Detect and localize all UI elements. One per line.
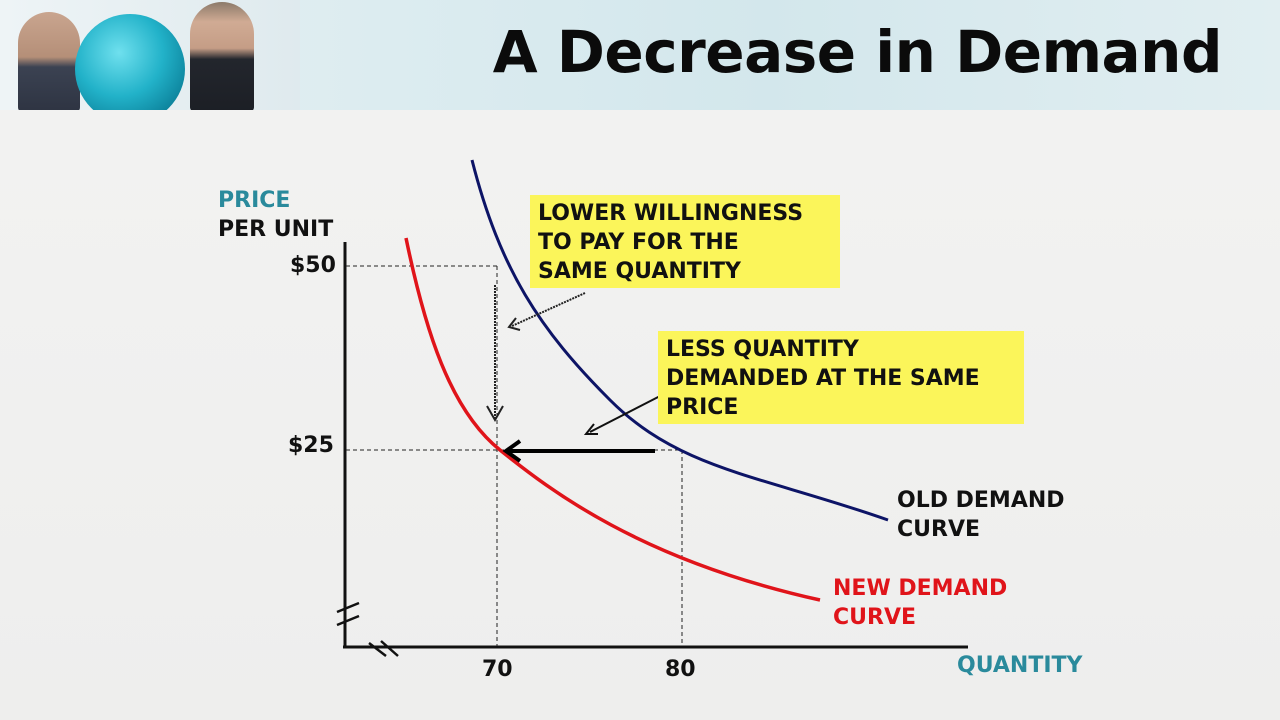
y-axis-break — [336, 601, 360, 614]
y-axis-label-per-unit: PER UNIT — [218, 217, 334, 242]
y-axis-label-price: PRICE — [218, 188, 291, 213]
note-less-quantity: LESS QUANTITY DEMANDED AT THE SAME PRICE — [658, 331, 1024, 424]
y-tick-50: $50 — [290, 253, 336, 278]
new-demand-curve — [404, 237, 821, 602]
x-axis-label: QUANTITY — [957, 653, 1083, 678]
note1-pointer — [511, 292, 586, 327]
new-curve-label: NEW DEMAND CURVE — [833, 576, 1008, 630]
presenter-right — [190, 2, 254, 110]
x-tick-70: 70 — [482, 657, 513, 682]
x-tick-80: 80 — [665, 657, 696, 682]
old-curve-label: OLD DEMAND CURVE — [897, 488, 1065, 542]
y-tick-25: $25 — [288, 433, 334, 458]
x-axis-break — [368, 642, 387, 657]
old-demand-curve — [470, 159, 889, 522]
slide-title: A Decrease in Demand — [492, 18, 1223, 86]
note-lower-willingness: LOWER WILLINGNESS TO PAY FOR THE SAME QU… — [530, 195, 840, 288]
globe-image — [75, 14, 185, 110]
presenter-left — [18, 12, 80, 110]
note2-pointer — [589, 393, 665, 433]
slide-header: A Decrease in Demand — [0, 0, 1280, 110]
presenters-photo — [0, 0, 300, 110]
